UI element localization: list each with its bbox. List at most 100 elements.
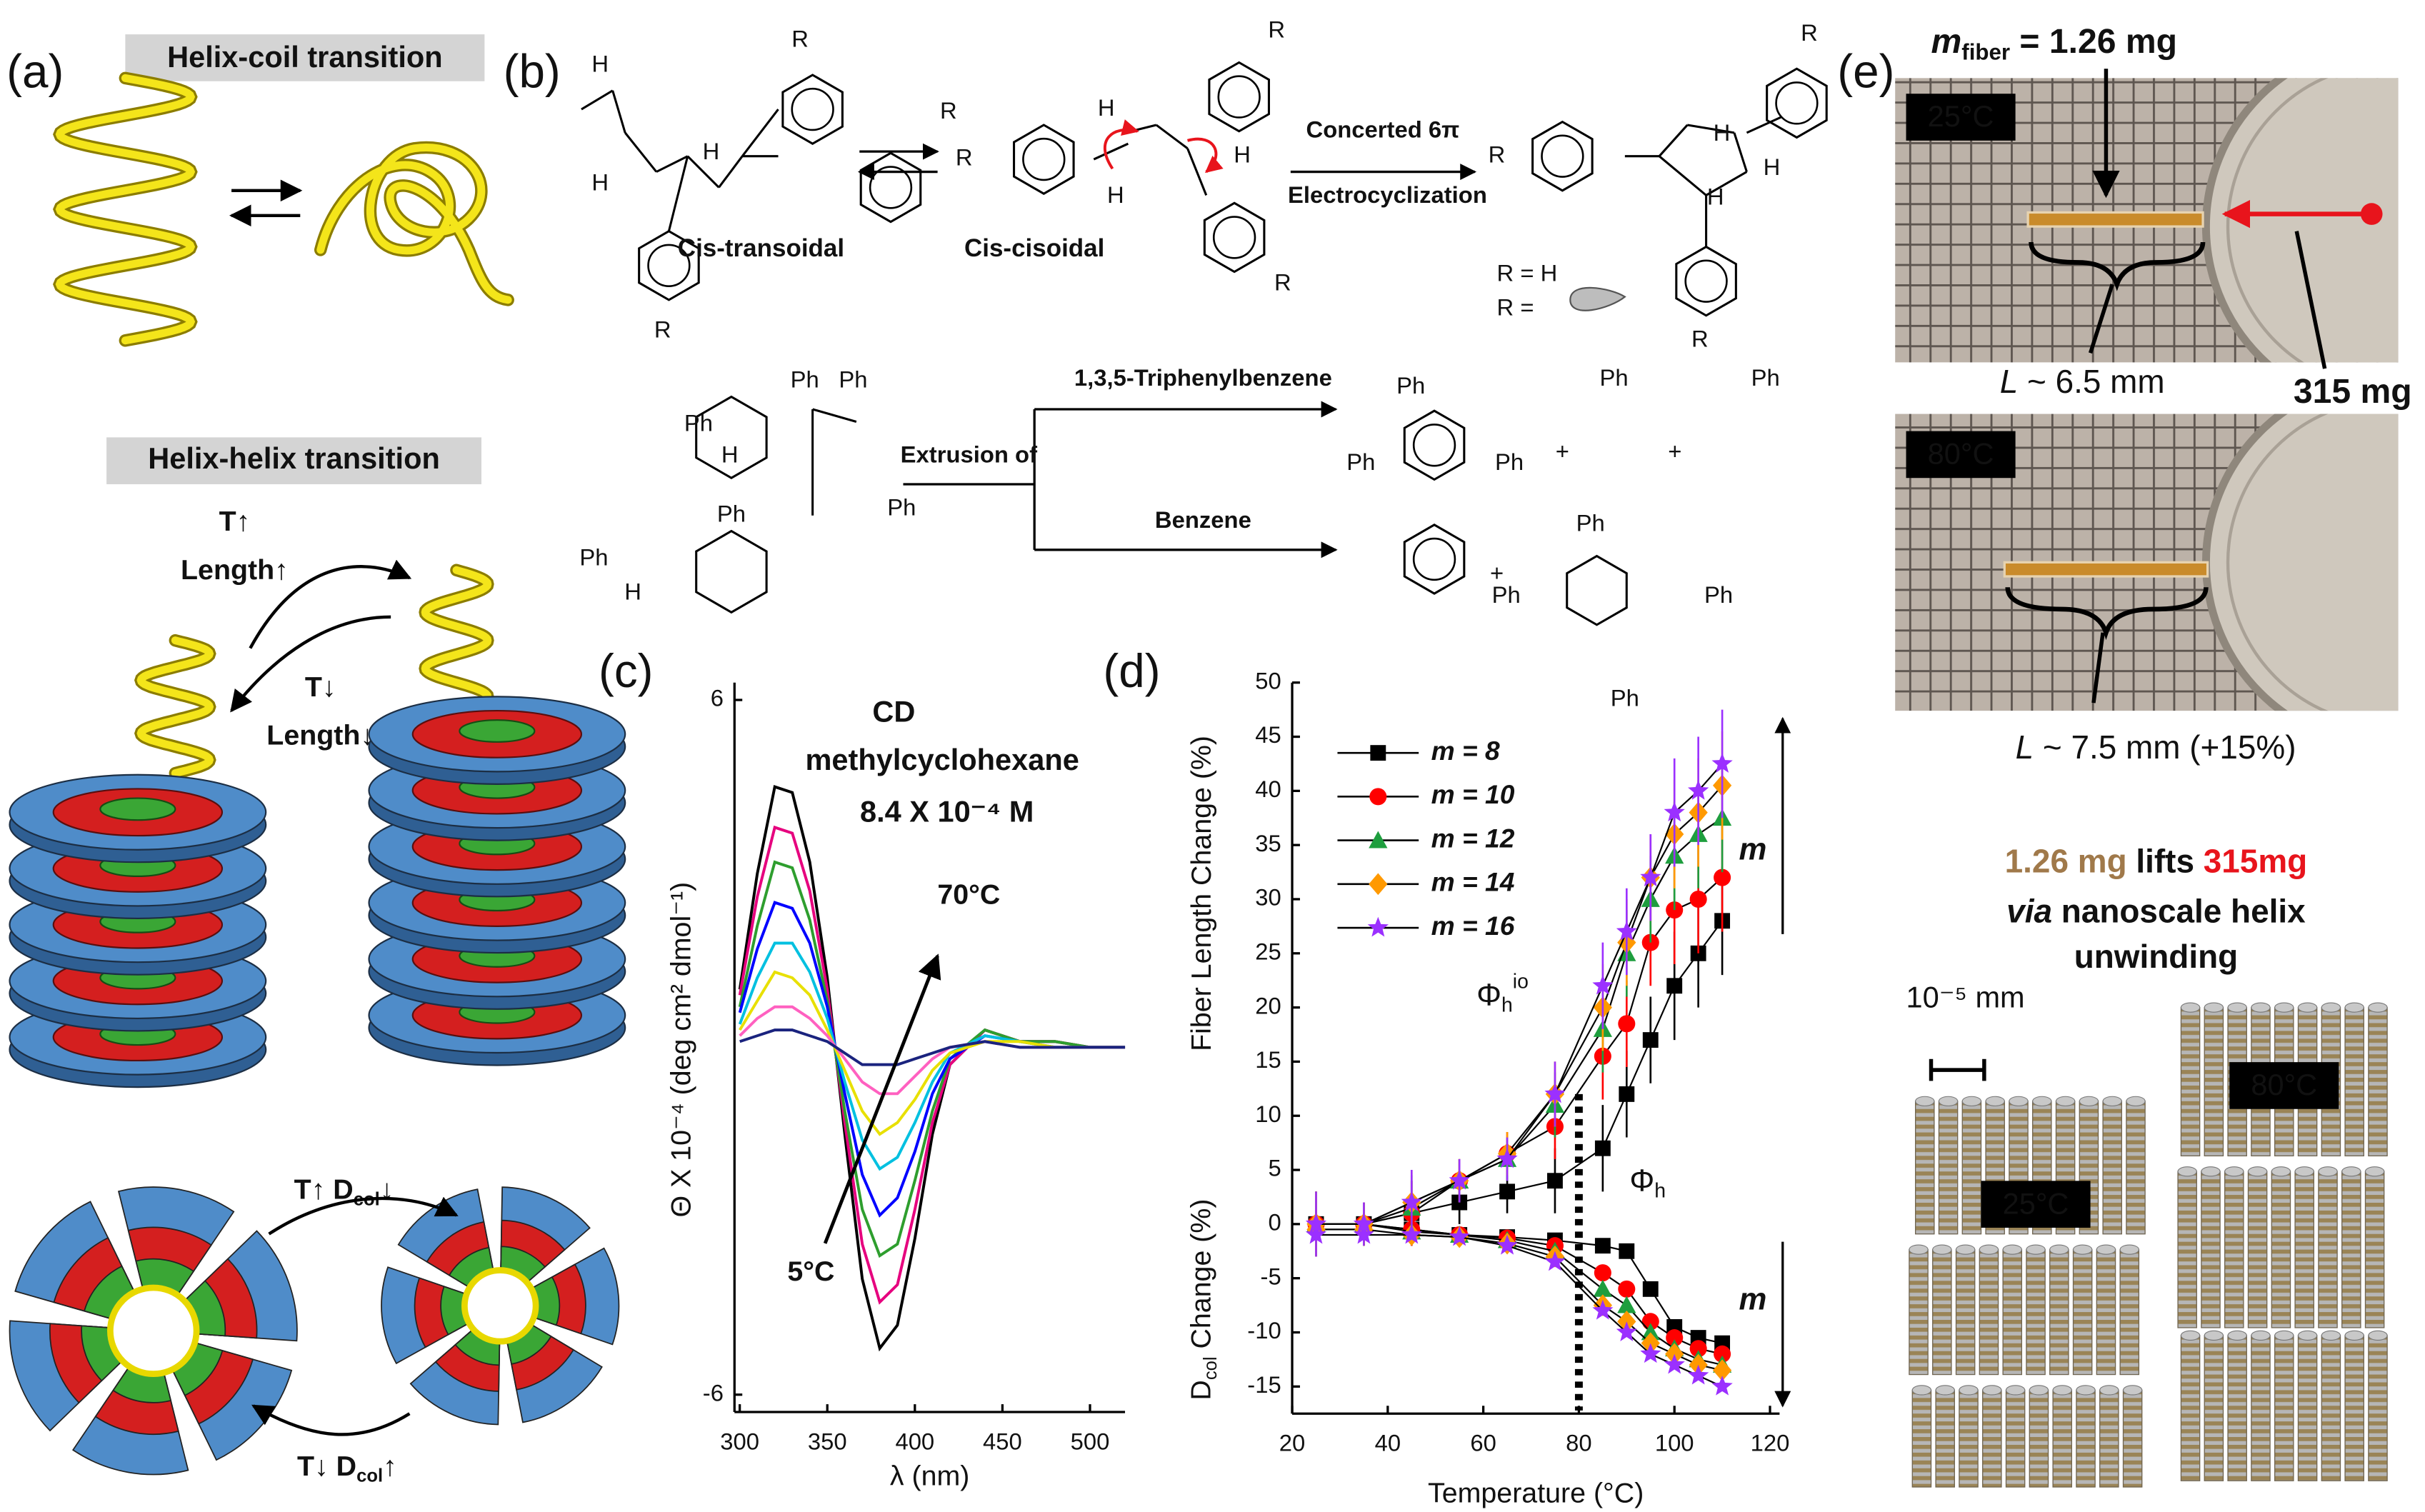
reaction-label: Concerted 6π xyxy=(1306,116,1460,142)
aromatic-circle xyxy=(1541,134,1584,178)
cylinder xyxy=(1961,1101,1982,1235)
cylinder xyxy=(1914,1101,1935,1235)
atom-label: R xyxy=(1691,325,1709,351)
bond xyxy=(667,156,689,232)
core-ring xyxy=(106,1284,200,1378)
cylinder xyxy=(2368,1335,2388,1481)
bond xyxy=(686,155,720,189)
atom-label: R xyxy=(1274,269,1291,296)
cylinder xyxy=(2180,1006,2201,1157)
cylinder-top xyxy=(1909,1244,1929,1255)
y-tick-label: 15 xyxy=(1255,1046,1281,1073)
annotation: methylcyclohexane xyxy=(805,743,1079,776)
text-part: D xyxy=(1186,1380,1217,1400)
x-tick-label: 80 xyxy=(1566,1430,1591,1456)
cylinder-top xyxy=(2344,1330,2364,1341)
cylinder-top xyxy=(2096,1244,2116,1255)
atom-label: + xyxy=(1556,438,1569,464)
transition-arrow xyxy=(230,615,391,713)
atom-label: Ph xyxy=(1704,581,1733,608)
cylinder-top xyxy=(2180,1002,2201,1013)
bond xyxy=(1687,124,1735,134)
cylinder-top xyxy=(2227,1330,2247,1341)
cylinder-top xyxy=(2052,1385,2072,1396)
pointer-line xyxy=(2088,284,2114,354)
text-part: io xyxy=(1513,970,1529,993)
atom-label: Ph xyxy=(839,366,867,392)
text-part: ~ 7.5 mm (+15%) xyxy=(2034,729,2296,766)
data-point xyxy=(1496,1148,1518,1168)
y-tick-label: -15 xyxy=(1247,1371,1281,1398)
text-part: Φ xyxy=(1629,1163,1654,1198)
data-point xyxy=(1640,1343,1661,1363)
data-point xyxy=(1547,1173,1563,1189)
cylinder xyxy=(1982,1389,2002,1488)
cylinder xyxy=(2005,1389,2026,1488)
cylinder-top xyxy=(2341,1166,2361,1177)
series-line xyxy=(1316,817,1723,1226)
atom-label: H xyxy=(1764,154,1781,180)
data-point xyxy=(1401,1223,1422,1244)
y-tick-label: -10 xyxy=(1247,1317,1281,1343)
bond xyxy=(624,131,658,173)
atom-label: R xyxy=(1489,141,1506,167)
ring xyxy=(1766,67,1828,139)
aromatic-circle xyxy=(1684,259,1728,303)
cylinder xyxy=(2294,1171,2314,1328)
caption: 1.26 mg lifts 315mg xyxy=(2005,843,2308,880)
text-part: Φ xyxy=(1476,977,1501,1012)
helix xyxy=(55,74,196,345)
coil xyxy=(316,144,512,304)
cylinder xyxy=(2099,1389,2119,1488)
text-part: L xyxy=(2000,363,2019,400)
cylinder-top xyxy=(2227,1002,2247,1013)
y-tick-label: 0 xyxy=(1268,1209,1281,1236)
legend-label: m = 10 xyxy=(1431,779,1515,809)
cylinder xyxy=(2251,1335,2271,1481)
cylinder xyxy=(1911,1389,1932,1488)
series-line xyxy=(1316,1223,1723,1344)
cylinder-top xyxy=(2049,1244,2069,1255)
atom-label: R xyxy=(654,316,671,342)
annotation: Φhio xyxy=(1476,970,1529,1016)
atom-label: Ph xyxy=(1599,364,1628,391)
cylinder xyxy=(2364,1171,2385,1328)
text-part: T↓ D xyxy=(297,1451,356,1482)
cylinder-top xyxy=(2274,1002,2294,1013)
cylinder xyxy=(1932,1248,1952,1376)
legend-label: m = 16 xyxy=(1431,911,1515,941)
atom-label: H xyxy=(591,169,609,196)
spectrum-line xyxy=(739,1028,1126,1066)
cylinder-top xyxy=(1911,1385,1932,1396)
data-point xyxy=(1689,1340,1707,1358)
cylinder xyxy=(1959,1389,1979,1488)
text-part: col xyxy=(356,1466,383,1486)
text-part: Change (%) xyxy=(1186,1199,1217,1357)
cylinder-top xyxy=(2180,1330,2201,1341)
data-point xyxy=(1617,1296,1636,1313)
label-box xyxy=(106,437,481,484)
data-point xyxy=(1642,1281,1659,1297)
text-part: 315mg xyxy=(2204,843,2307,880)
atom-label: R xyxy=(1801,19,1818,46)
text-part: 1.26 mg xyxy=(2005,843,2127,880)
cylinder xyxy=(1938,1101,1959,1235)
annotation: m xyxy=(1739,1281,1767,1316)
text-part: h xyxy=(1654,1179,1666,1202)
curved-arrow xyxy=(1103,119,1139,170)
weight-dot xyxy=(2360,203,2383,225)
text-part: col xyxy=(1201,1356,1221,1380)
trend-arrow xyxy=(823,953,941,1244)
text-part: lifts xyxy=(2127,843,2204,880)
cylinder-top xyxy=(2201,1166,2221,1177)
cylinder-top xyxy=(2026,1244,2046,1255)
cylinder-top xyxy=(2224,1166,2244,1177)
cylinder-top xyxy=(2247,1166,2268,1177)
y-tick-label: 40 xyxy=(1255,776,1281,802)
cylinder-top xyxy=(2368,1330,2388,1341)
y-tick-label: 20 xyxy=(1255,992,1281,1018)
atom-label: Ph xyxy=(1751,364,1780,391)
atom-label: H xyxy=(1098,94,1115,121)
panel-label: (d) xyxy=(1103,645,1160,697)
data-point xyxy=(1305,1223,1327,1244)
